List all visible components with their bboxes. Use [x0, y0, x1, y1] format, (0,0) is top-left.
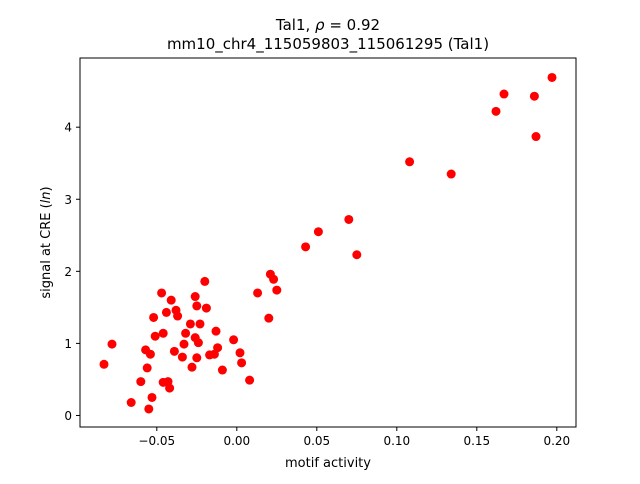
data-point [185, 319, 195, 329]
x-axis-label: motif activity [285, 456, 371, 471]
y-axis-label-suffix: ) [39, 186, 54, 191]
data-point [187, 362, 197, 372]
data-point [181, 328, 191, 338]
data-point [179, 339, 189, 349]
data-point [192, 301, 202, 311]
x-tick-label: 0.05 [303, 434, 330, 448]
plot-area-frame [79, 57, 577, 428]
chart-title-line2: mm10_chr4_115059803_115061295 (Tal1) [167, 35, 489, 54]
data-point [136, 377, 146, 387]
y-axis-ticks: 0 1 2 3 4 [64, 121, 80, 423]
y-axis-label: signal at CRE (ln) [39, 186, 54, 298]
data-point [169, 346, 179, 356]
y-tick-label: 1 [64, 337, 72, 351]
plot-marks [99, 72, 557, 414]
title-rho-symbol: ρ [315, 16, 325, 34]
data-point [491, 106, 501, 116]
data-point [213, 343, 223, 353]
chart-title-line1: Tal1, ρ = 0.92 [275, 16, 380, 34]
data-point [301, 242, 311, 252]
x-tick-label: 0.10 [383, 434, 410, 448]
data-point [201, 303, 211, 313]
y-axis-label-ln: ln [39, 191, 54, 203]
y-axis-label-prefix: signal at CRE ( [39, 203, 54, 298]
data-point [161, 307, 171, 317]
data-point [272, 285, 282, 295]
y-tick-label: 4 [64, 121, 72, 135]
data-point [200, 276, 210, 286]
data-point [313, 227, 323, 237]
y-tick-label: 3 [64, 193, 72, 207]
data-point [126, 398, 136, 407]
x-tick-label: 0.20 [543, 434, 570, 448]
data-point [547, 72, 557, 82]
x-tick-label: −0.05 [138, 434, 175, 448]
data-point [229, 335, 239, 345]
data-point [211, 326, 221, 336]
data-point [531, 132, 541, 142]
data-point [405, 157, 415, 167]
data-point [264, 313, 274, 323]
data-point [157, 288, 167, 298]
data-point [253, 288, 263, 298]
y-tick-label: 0 [64, 409, 72, 423]
data-point [144, 404, 154, 414]
data-point [166, 295, 176, 305]
data-point [235, 348, 245, 358]
data-point [217, 365, 227, 375]
data-point [147, 392, 157, 402]
data-point [193, 338, 203, 348]
data-point [165, 383, 175, 393]
data-point [529, 91, 539, 101]
data-point [150, 331, 160, 341]
data-point [245, 375, 255, 385]
title-line1-suffix: = 0.92 [325, 16, 381, 34]
data-point [499, 89, 509, 99]
data-point [158, 328, 168, 338]
data-point [344, 214, 354, 224]
title-line1-prefix: Tal1, [275, 16, 315, 34]
data-point [237, 358, 247, 368]
data-point [107, 339, 117, 349]
data-point [195, 319, 205, 329]
data-point [149, 312, 159, 322]
x-tick-label: 0.15 [463, 434, 490, 448]
x-axis-ticks: −0.05 0.00 0.05 0.10 0.15 0.20 [138, 427, 570, 448]
x-tick-label: 0.00 [223, 434, 250, 448]
data-point [173, 311, 183, 321]
data-point [190, 292, 200, 302]
y-tick-label: 2 [64, 265, 72, 279]
data-point [99, 359, 109, 369]
data-point [192, 353, 202, 363]
data-point [352, 250, 362, 260]
data-point [446, 169, 456, 179]
data-point [177, 352, 187, 362]
data-point [269, 274, 279, 284]
data-point [142, 363, 152, 373]
data-point [145, 349, 155, 359]
